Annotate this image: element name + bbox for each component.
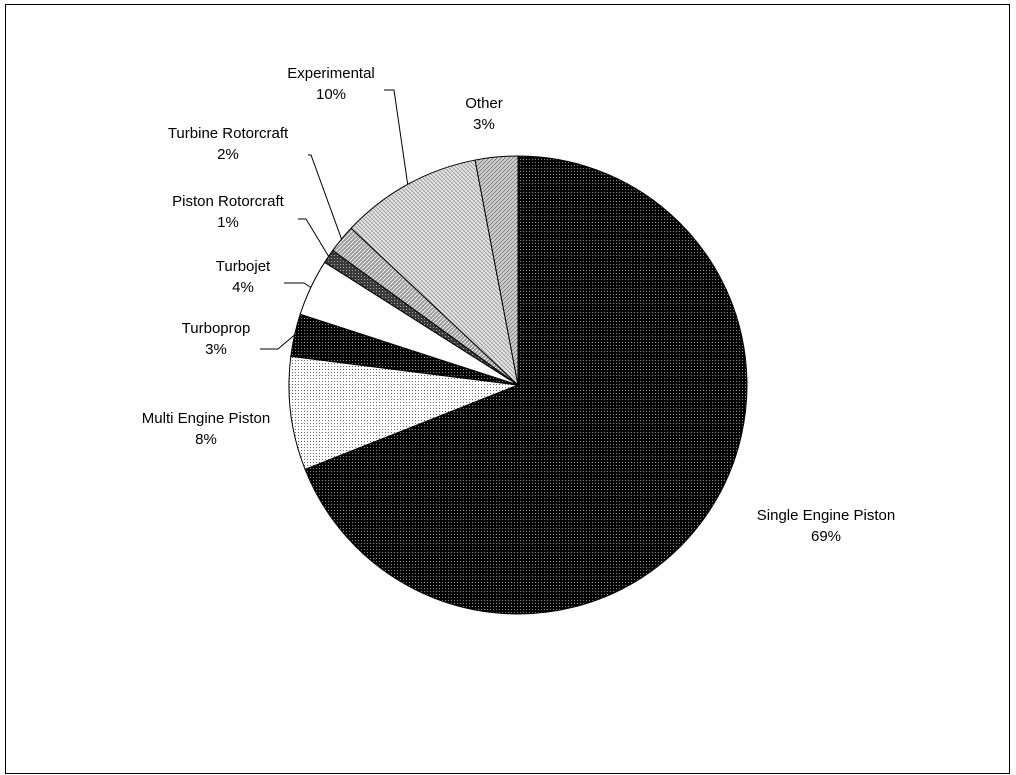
- slice-label-piston-rotorcraft: Piston Rotorcraft: [172, 193, 285, 210]
- slice-percent-experimental: 10%: [316, 86, 346, 103]
- slice-label-turbine-rotorcraft: Turbine Rotorcraft: [168, 125, 289, 142]
- slice-percent-multi-engine-piston: 8%: [195, 431, 217, 448]
- slice-labels: Single Engine Piston 69% Multi Engine Pist…: [142, 65, 895, 545]
- slice-label-turboprop: Turboprop: [182, 320, 251, 337]
- leader-line-piston-rotorcraft: [298, 218, 330, 257]
- pie-chart: Single Engine Piston 69% Multi Engine Pist…: [142, 65, 895, 615]
- slice-percent-turbine-rotorcraft: 2%: [217, 146, 239, 163]
- chart-frame: Single Engine Piston 69% Multi Engine Pist…: [5, 4, 1010, 774]
- pie-slices: [288, 155, 748, 615]
- slice-percent-other: 3%: [473, 116, 495, 133]
- leader-line-experimental: [384, 89, 409, 185]
- slice-percent-single-engine-piston: 69%: [811, 528, 841, 545]
- slice-percent-turbojet: 4%: [232, 279, 254, 296]
- leader-line-turbojet: [284, 282, 312, 288]
- pie-slice-other: [474, 155, 519, 386]
- pie-slice-multi-engine-piston: [288, 355, 519, 470]
- slice-label-experimental: Experimental: [287, 65, 375, 82]
- pie-slice-single-engine-piston: [304, 155, 748, 615]
- leader-line-turboprop: [260, 334, 295, 350]
- slice-percent-turboprop: 3%: [205, 341, 227, 358]
- leader-lines: [260, 89, 409, 350]
- slice-label-other: Other: [465, 95, 503, 112]
- slice-percent-piston-rotorcraft: 1%: [217, 214, 239, 231]
- slice-label-multi-engine-piston: Multi Engine Piston: [142, 410, 270, 427]
- slice-label-single-engine-piston: Single Engine Piston: [757, 507, 895, 524]
- leader-line-turbine-rotorcraft: [308, 154, 343, 240]
- slice-label-turbojet: Turbojet: [216, 258, 271, 275]
